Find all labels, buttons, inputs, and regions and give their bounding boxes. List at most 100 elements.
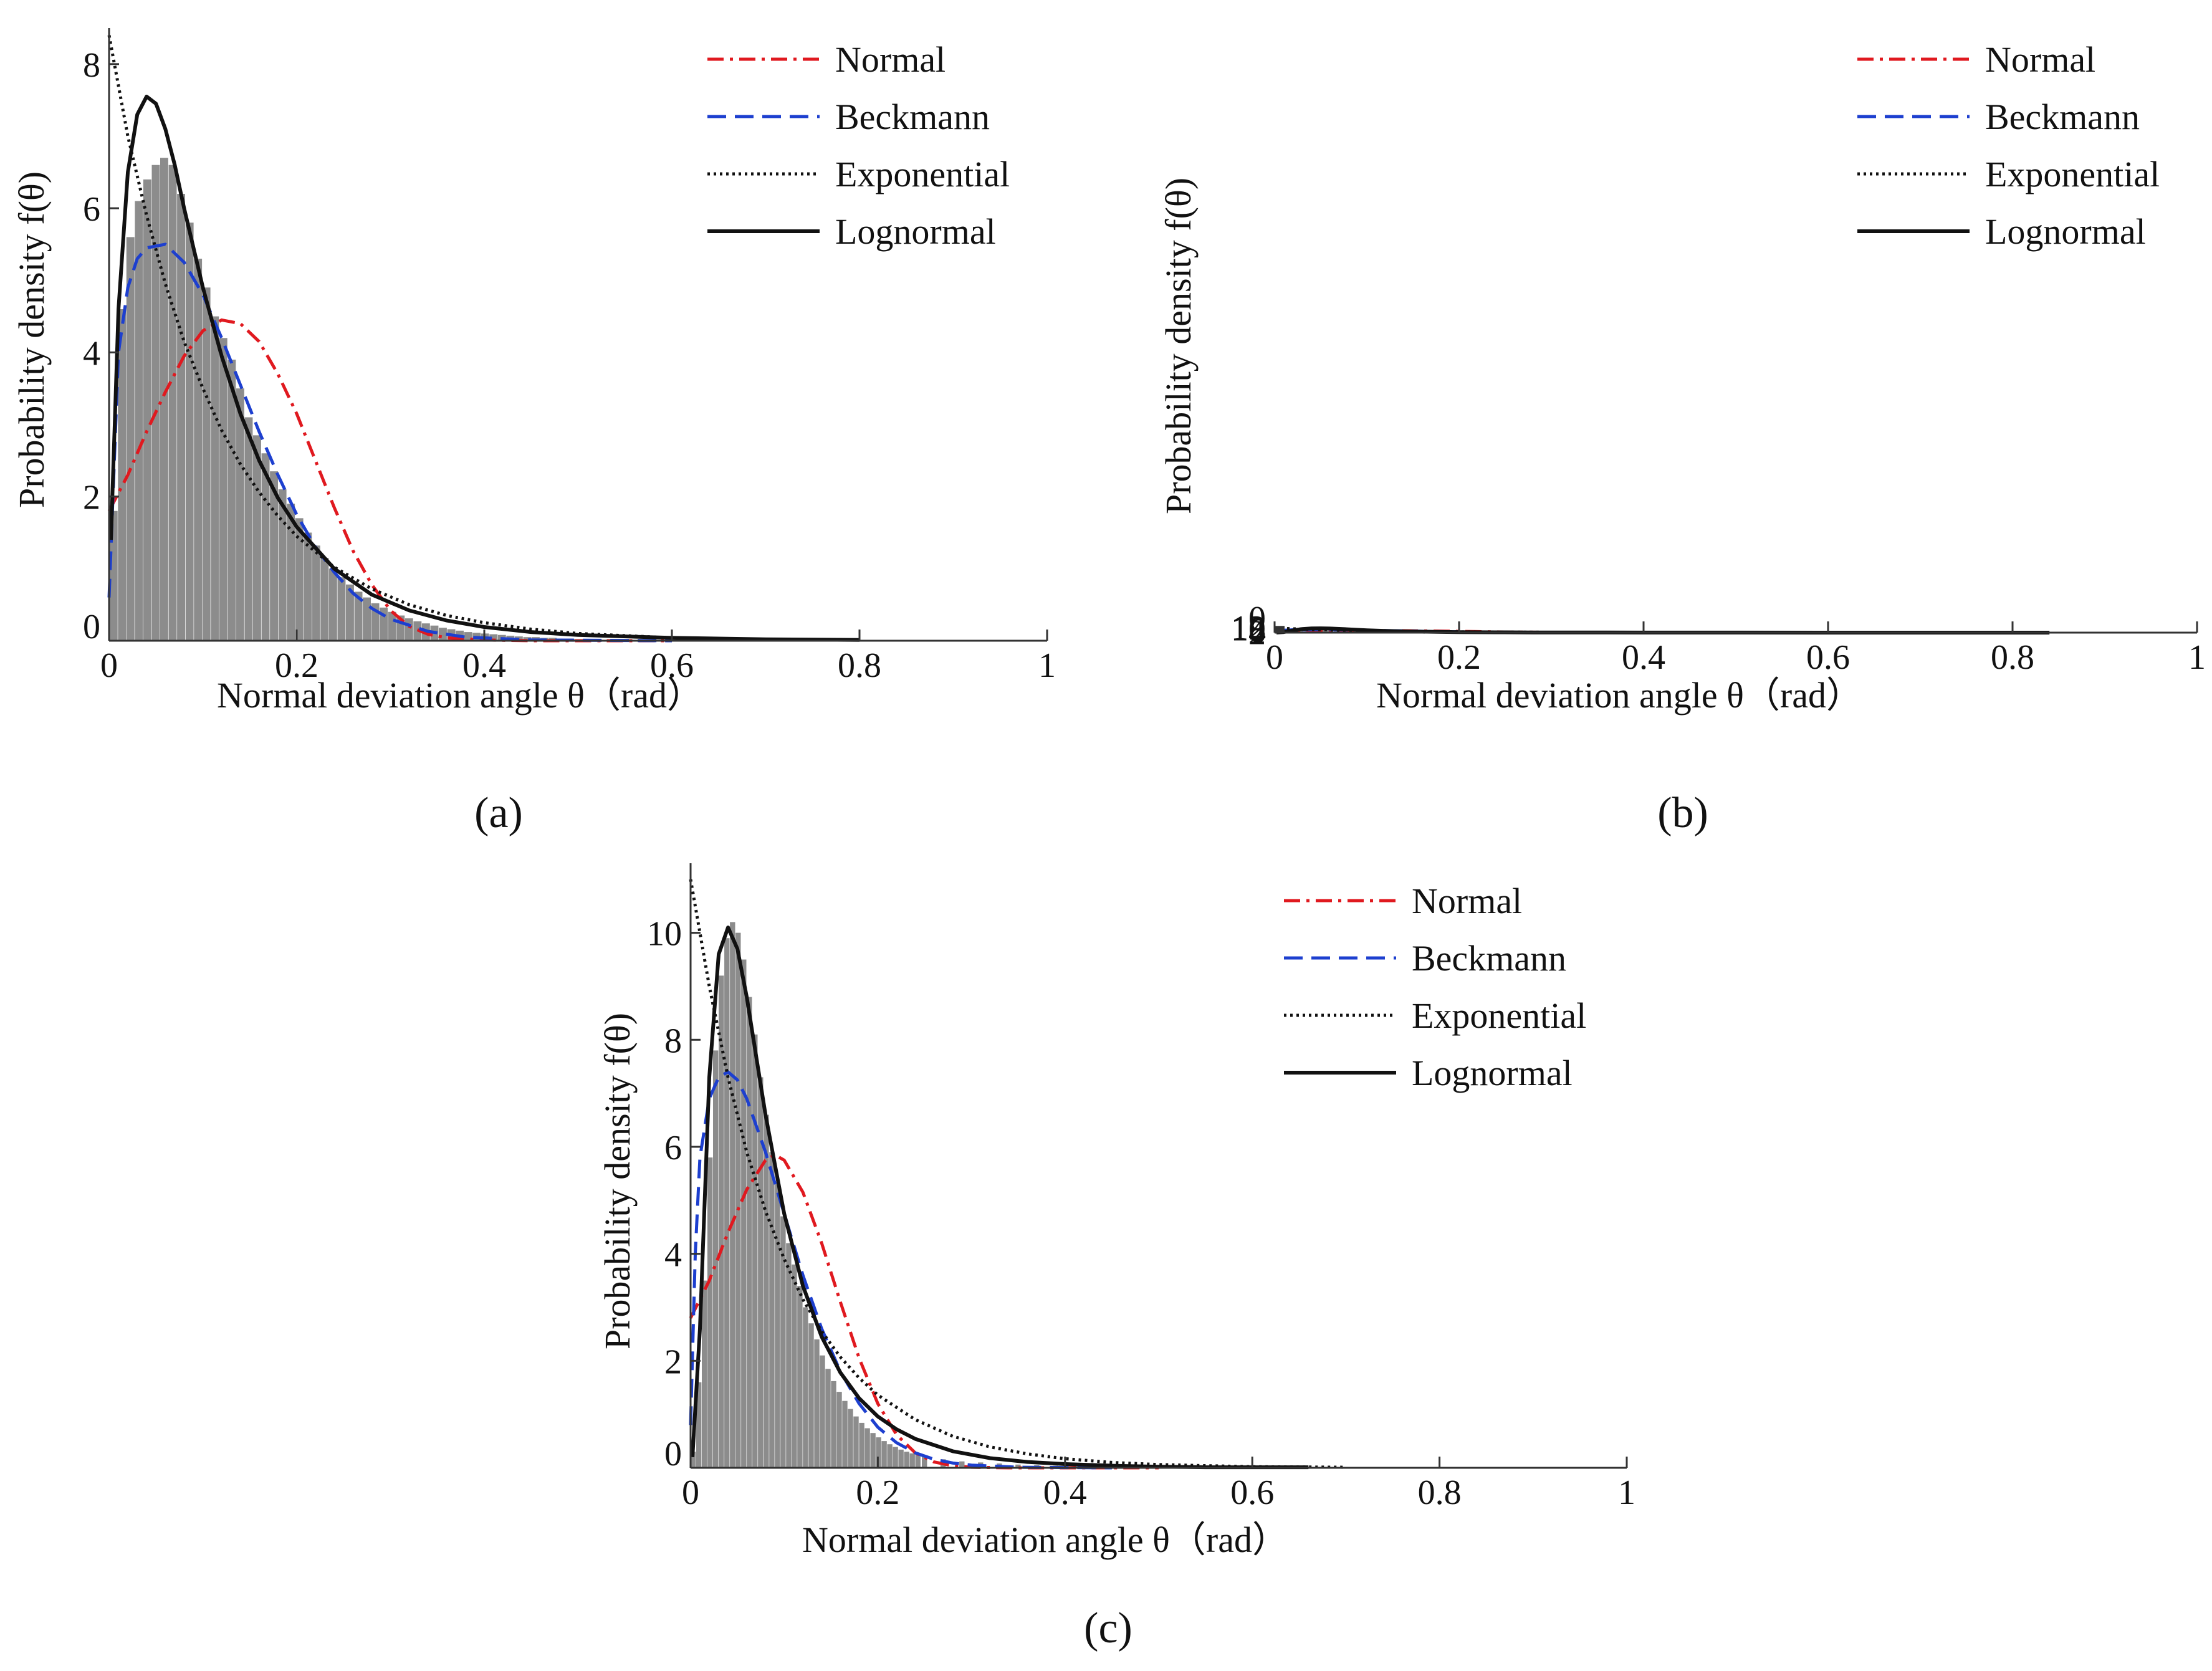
x-tick-label: 0.8 bbox=[1418, 1473, 1462, 1512]
y-tick-label: 4 bbox=[664, 1236, 682, 1275]
x-tick-label: 1 bbox=[1038, 646, 1056, 685]
histogram-bar bbox=[227, 360, 236, 641]
legend-label-normal: Normal bbox=[835, 39, 946, 80]
histogram-bar bbox=[346, 584, 354, 641]
histogram-bar bbox=[719, 975, 724, 1468]
y-tick-label: 10 bbox=[1231, 610, 1266, 648]
histogram-bar bbox=[135, 201, 143, 641]
histogram-bar bbox=[702, 1280, 707, 1468]
histogram-bar bbox=[859, 1422, 864, 1468]
y-tick-label: 2 bbox=[1248, 613, 1266, 652]
curves-a bbox=[107, 35, 860, 643]
histogram-bar bbox=[764, 1114, 769, 1468]
y-tick-label: 8 bbox=[664, 1022, 682, 1060]
y-tick-label: 0 bbox=[83, 608, 100, 646]
histogram-bar bbox=[523, 637, 532, 641]
histogram-bar bbox=[730, 922, 735, 1468]
x-tick-label: 0 bbox=[682, 1473, 699, 1512]
y-tick-label: 6 bbox=[83, 190, 100, 229]
x-tick-label: 0 bbox=[1266, 638, 1283, 677]
y-tick-label: 4 bbox=[1248, 613, 1266, 651]
x-tick-label: 1 bbox=[2188, 638, 2206, 677]
histogram-bar bbox=[312, 545, 320, 641]
y-ticks-c: 0 2 4 6 8 10 bbox=[647, 915, 701, 1473]
histogram-bar bbox=[337, 577, 346, 641]
histogram-bar bbox=[758, 1077, 764, 1468]
histogram-bar bbox=[831, 1381, 836, 1468]
legend-b: Normal Beckmann Exponential Lognormal bbox=[1857, 39, 2160, 252]
panel-label-c: (c) bbox=[1084, 1604, 1132, 1652]
histogram-bar bbox=[168, 165, 177, 641]
histogram-bar bbox=[724, 938, 730, 1468]
chart-panel-a: 0 0.2 0.4 0.6 0.8 1 0 2 4 6 8 Normal deviation an… bbox=[11, 28, 1056, 837]
histogram-bar bbox=[887, 1444, 893, 1468]
histogram-bar bbox=[864, 1428, 870, 1468]
histogram-a bbox=[109, 158, 582, 641]
y-tick-label: 10 bbox=[647, 915, 682, 954]
histogram-bar bbox=[691, 1452, 696, 1468]
panel-label-b: (b) bbox=[1657, 789, 1708, 837]
histogram-bar bbox=[464, 632, 472, 641]
histogram-c bbox=[691, 922, 1114, 1468]
histogram-bar bbox=[320, 558, 329, 641]
histogram-bar bbox=[808, 1323, 814, 1468]
histogram-bar bbox=[853, 1416, 859, 1468]
y-tick-label: 6 bbox=[664, 1129, 682, 1167]
histogram-bar bbox=[194, 259, 203, 641]
histogram-bar bbox=[354, 591, 363, 641]
x-tick-label: 0.4 bbox=[462, 646, 506, 685]
legend-a: Normal Beckmann Exponential Lognormal bbox=[707, 39, 1010, 252]
histogram-bar bbox=[909, 1453, 915, 1468]
panel-label-a: (a) bbox=[474, 789, 523, 837]
histogram-bar bbox=[278, 489, 287, 641]
x-tick-label: 0.6 bbox=[650, 646, 694, 685]
histogram-bar bbox=[741, 959, 747, 1468]
histogram-bar bbox=[304, 532, 312, 641]
axes-a bbox=[108, 28, 1047, 642]
series-line-beckmann bbox=[689, 1070, 1112, 1470]
histogram-bar bbox=[328, 568, 337, 641]
histogram-bar bbox=[1015, 1464, 1021, 1468]
legend-c: Normal Beckmann Exponential Lognormal bbox=[1284, 881, 1586, 1093]
histogram-bar bbox=[836, 1392, 842, 1468]
legend-label-beckmann: Beckmann bbox=[1412, 938, 1566, 979]
x-ticks-a: 0 0.2 0.4 0.6 0.8 1 bbox=[100, 630, 1056, 685]
histogram-bar bbox=[185, 223, 194, 641]
y-tick-label: 8 bbox=[83, 46, 100, 85]
histogram-bar bbox=[904, 1452, 909, 1468]
x-axis-label-b: Normal deviation angle θ（rad） bbox=[1376, 675, 1862, 716]
y-axis-label-a: Probability density f(θ) bbox=[11, 171, 52, 508]
histogram-bar bbox=[922, 1457, 927, 1468]
histogram-bar bbox=[814, 1339, 820, 1468]
series-line-exponential bbox=[689, 879, 1346, 1469]
histogram-bar bbox=[915, 1455, 921, 1468]
y-tick-label: 6 bbox=[1248, 611, 1266, 650]
histogram-bar bbox=[295, 518, 304, 641]
histogram-bar bbox=[363, 597, 371, 641]
chart-panel-c: 0 0.2 0.4 0.6 0.8 1 0 2 4 6 8 10 Normal deviation … bbox=[597, 863, 1635, 1652]
histogram-bar bbox=[769, 1152, 775, 1468]
x-ticks-c: 0 0.2 0.4 0.6 0.8 1 bbox=[682, 1457, 1635, 1512]
histogram-bar bbox=[160, 158, 168, 641]
legend-label-exponential: Exponential bbox=[1412, 995, 1586, 1036]
histogram-bar bbox=[439, 628, 447, 641]
histogram-bar bbox=[959, 1461, 965, 1468]
histogram-bar bbox=[747, 997, 752, 1468]
x-tick-label: 0.4 bbox=[1622, 638, 1665, 677]
histogram-bar bbox=[780, 1216, 786, 1468]
x-tick-label: 0.6 bbox=[1806, 638, 1850, 677]
histogram-bar bbox=[842, 1400, 848, 1468]
x-tick-label: 0.2 bbox=[1437, 638, 1481, 677]
x-tick-label: 1 bbox=[1618, 1473, 1635, 1512]
histogram-bar bbox=[848, 1409, 853, 1468]
axes-c bbox=[689, 863, 1627, 1469]
histogram-bar bbox=[244, 417, 253, 641]
histogram-bar bbox=[380, 607, 388, 641]
x-tick-label: 0.4 bbox=[1043, 1473, 1087, 1512]
histogram-bar bbox=[143, 179, 151, 641]
series-line-normal bbox=[107, 318, 672, 643]
histogram-bar bbox=[696, 1382, 702, 1468]
histogram-bar bbox=[253, 435, 261, 641]
